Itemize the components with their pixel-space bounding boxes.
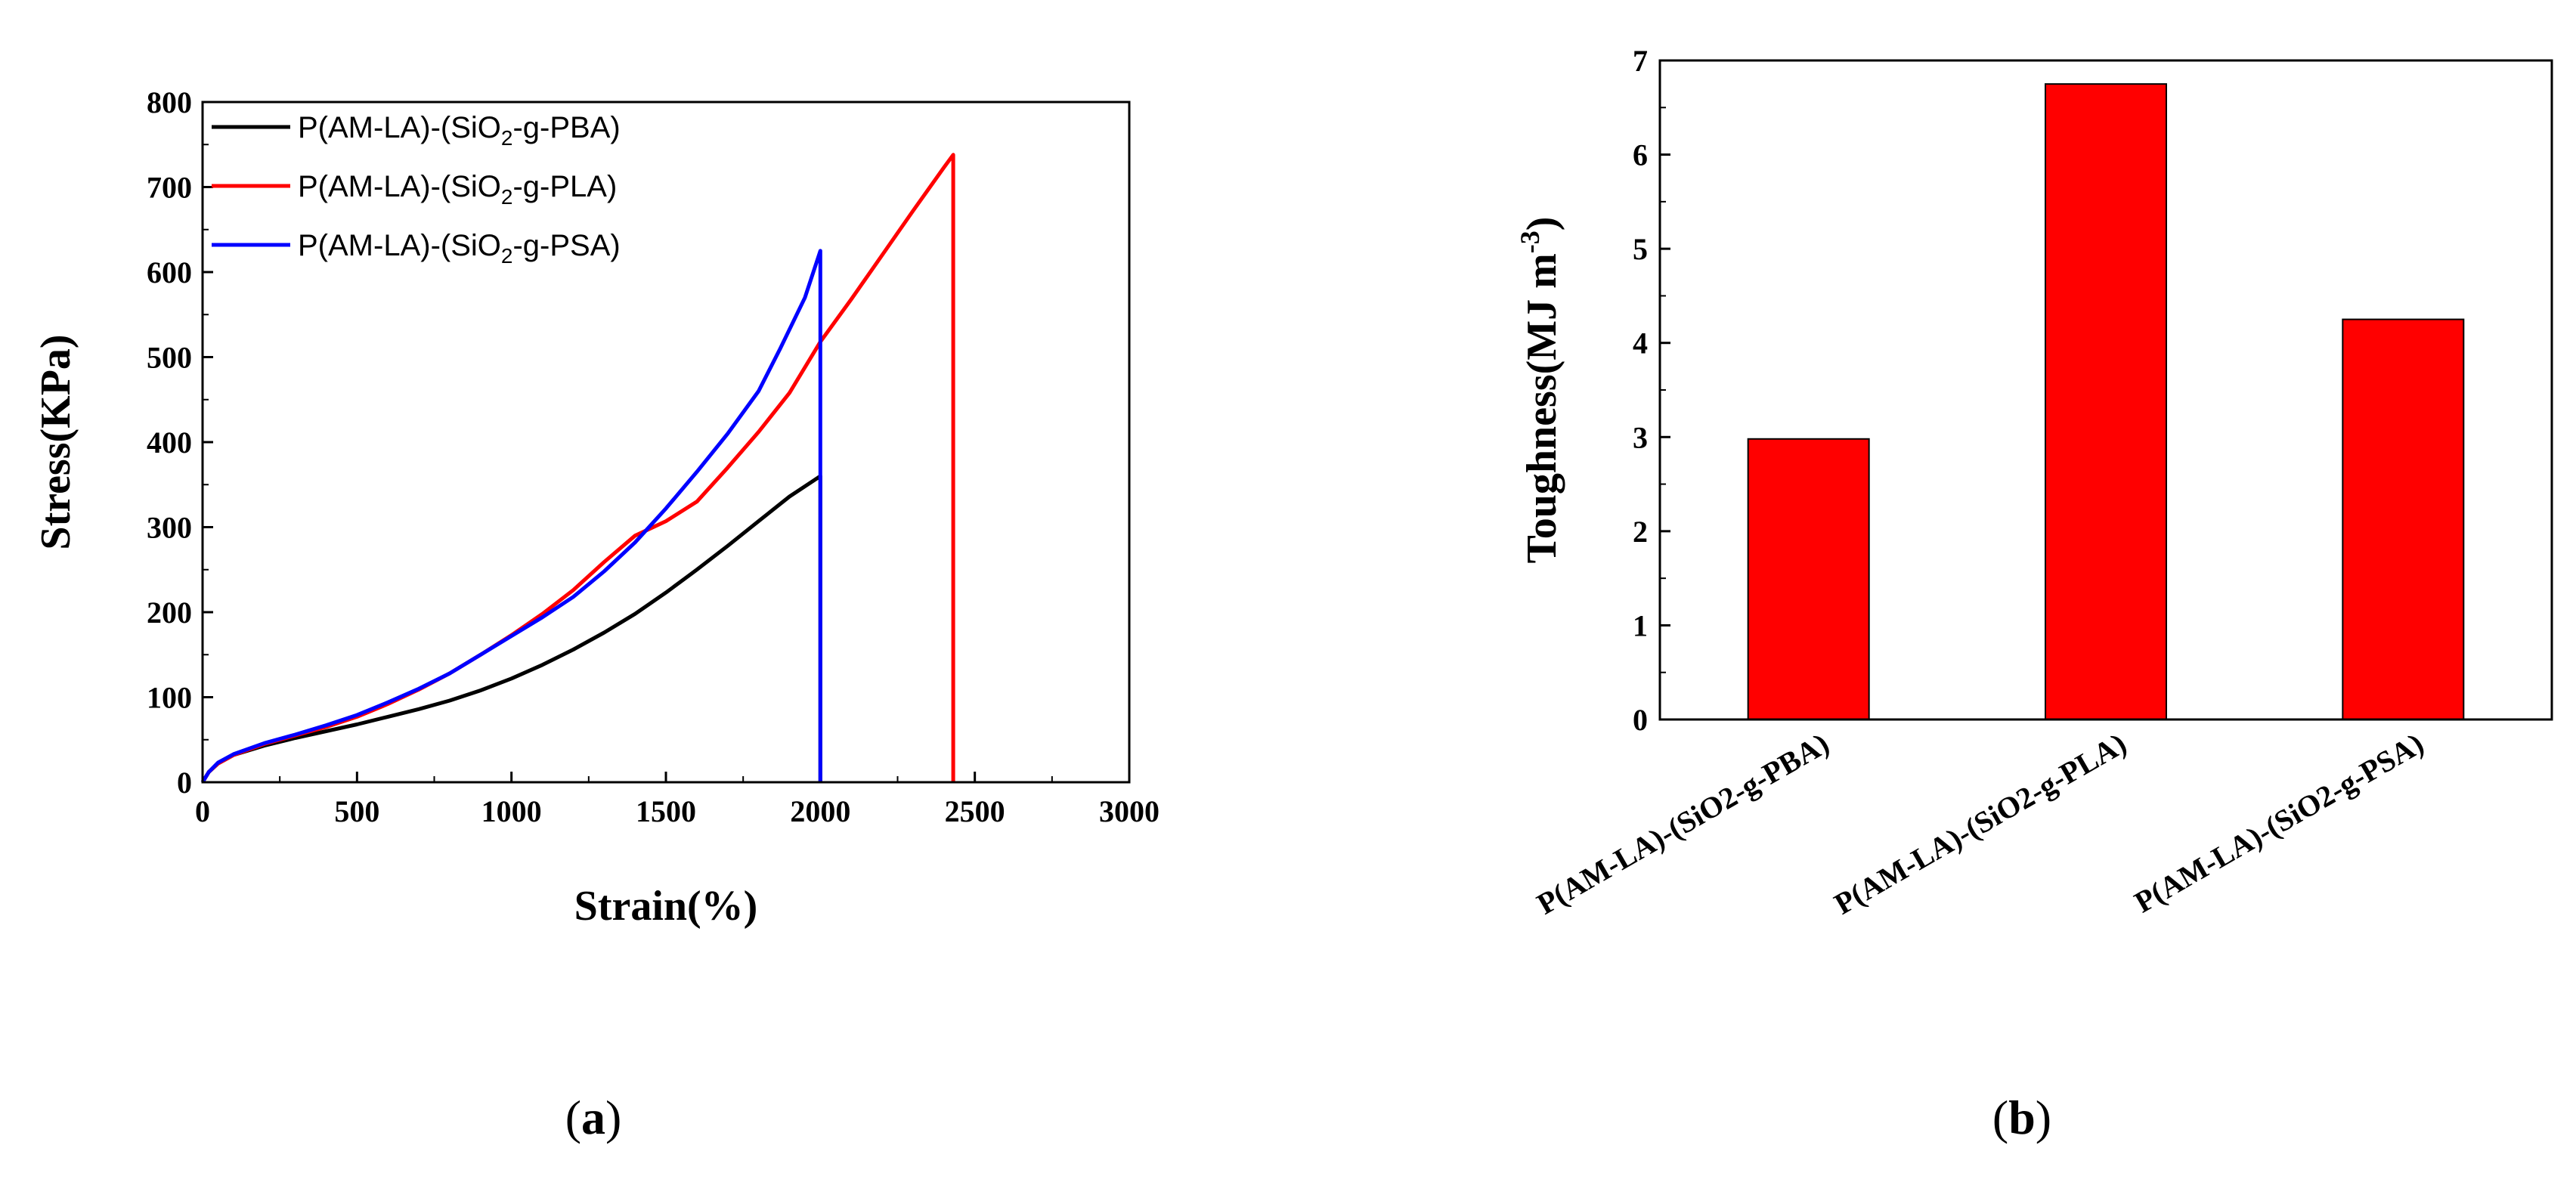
b-y-tick-label: 2 xyxy=(1633,515,1648,549)
a-legend-label-end: -g-PLA) xyxy=(512,170,617,203)
b-category-label: P(AM-LA)-(SiO2-g-PSA) xyxy=(2129,726,2429,920)
a-y-tick-label: 100 xyxy=(147,681,192,715)
a-legend-label-main: P(AM-LA)-(SiO xyxy=(298,111,501,144)
a-x-tick-label: 500 xyxy=(334,794,379,828)
b-y-tick-label: 7 xyxy=(1633,44,1648,78)
a-x-tick-label: 3000 xyxy=(1099,794,1160,828)
b-tick-labels: 0 1 2 3 4 5 6 7 xyxy=(1633,44,1648,737)
a-legend-label: P(AM-LA)-(SiO2-g-PSA) xyxy=(298,229,621,268)
b-y-tick-label: 3 xyxy=(1633,420,1648,454)
a-y-tick-label: 400 xyxy=(147,425,192,460)
a-legend-label-sub: 2 xyxy=(501,244,513,268)
b-category-label: P(AM-LA)-(SiO2-g-PLA) xyxy=(1828,726,2132,921)
a-x-tick-label: 0 xyxy=(195,794,210,828)
a-legend-label: P(AM-LA)-(SiO2-g-PLA) xyxy=(298,170,617,209)
a-x-tick-label: 1500 xyxy=(636,794,696,828)
b-bar xyxy=(1747,438,1870,721)
a-legend-label-sub: 2 xyxy=(501,185,513,209)
a-x-tick-label: 2500 xyxy=(945,794,1005,828)
a-y-tick-label: 700 xyxy=(147,171,192,205)
a-y-tick-label: 600 xyxy=(147,255,192,289)
a-y-axis-title: Stress(KPa) xyxy=(33,334,79,549)
panel-letter-b: b xyxy=(2008,1091,2036,1144)
a-series-lines xyxy=(200,153,955,784)
a-legend-label-sub: 2 xyxy=(501,126,513,150)
a-y-tick-label: 0 xyxy=(177,766,192,800)
a-y-tick-label: 500 xyxy=(147,341,192,375)
b-y-tick-label: 5 xyxy=(1633,232,1648,266)
b-y-tick-label: 6 xyxy=(1633,138,1648,172)
a-legend-label-main: P(AM-LA)-(SiO xyxy=(298,229,501,262)
b-y-axis-title-main: Toughness(MJ m xyxy=(1519,253,1565,563)
a-x-axis-title: Strain(%) xyxy=(574,883,758,930)
b-y-axis-title-sup: -3 xyxy=(1515,231,1545,253)
a-tick-labels: 0 500 1000 1500 2000 2500 3000 0 100 200 300 400 500… xyxy=(147,85,1160,828)
a-y-tick-label: 300 xyxy=(147,511,192,545)
b-bar xyxy=(2045,83,2167,720)
b-y-axis-title-end: ) xyxy=(1519,217,1565,231)
a-legend: P(AM-LA)-(SiO2-g-PBA)P(AM-LA)-(SiO2-g-PL… xyxy=(212,111,621,268)
b-bar xyxy=(2342,318,2465,721)
a-plot-frame xyxy=(201,101,1131,784)
panel-label-b: (b) xyxy=(1992,1091,2051,1144)
panel-letter-a: a xyxy=(581,1091,605,1144)
b-plot-frame xyxy=(1658,59,2553,721)
a-legend-label-main: P(AM-LA)-(SiO xyxy=(298,170,501,203)
b-y-axis-title: Toughness(MJ m-3) xyxy=(1515,217,1565,564)
a-axis-ticks xyxy=(201,101,1131,784)
a-y-tick-label: 200 xyxy=(147,596,192,630)
stress-strain-chart: 0 500 1000 1500 2000 2500 3000 0 100 200 300 400 500… xyxy=(33,85,1160,1144)
a-legend-label-end: -g-PBA) xyxy=(512,111,620,144)
a-x-tick-label: 2000 xyxy=(790,794,850,828)
b-bars xyxy=(1747,83,2465,721)
b-category-label: P(AM-LA)-(SiO2-g-PBA) xyxy=(1531,726,1835,921)
a-y-tick-label: 800 xyxy=(147,85,192,119)
a-series-line xyxy=(200,249,822,784)
b-category-labels: P(AM-LA)-(SiO2-g-PBA)P(AM-LA)-(SiO2-g-PL… xyxy=(1531,726,2429,921)
b-y-tick-label: 0 xyxy=(1633,703,1648,737)
b-y-tick-label: 4 xyxy=(1633,326,1648,361)
b-y-tick-label: 1 xyxy=(1633,608,1648,642)
panel-label-a: (a) xyxy=(565,1091,622,1144)
a-legend-label: P(AM-LA)-(SiO2-g-PBA) xyxy=(298,111,621,150)
a-x-tick-label: 1000 xyxy=(481,794,542,828)
a-legend-label-end: -g-PSA) xyxy=(512,229,620,262)
